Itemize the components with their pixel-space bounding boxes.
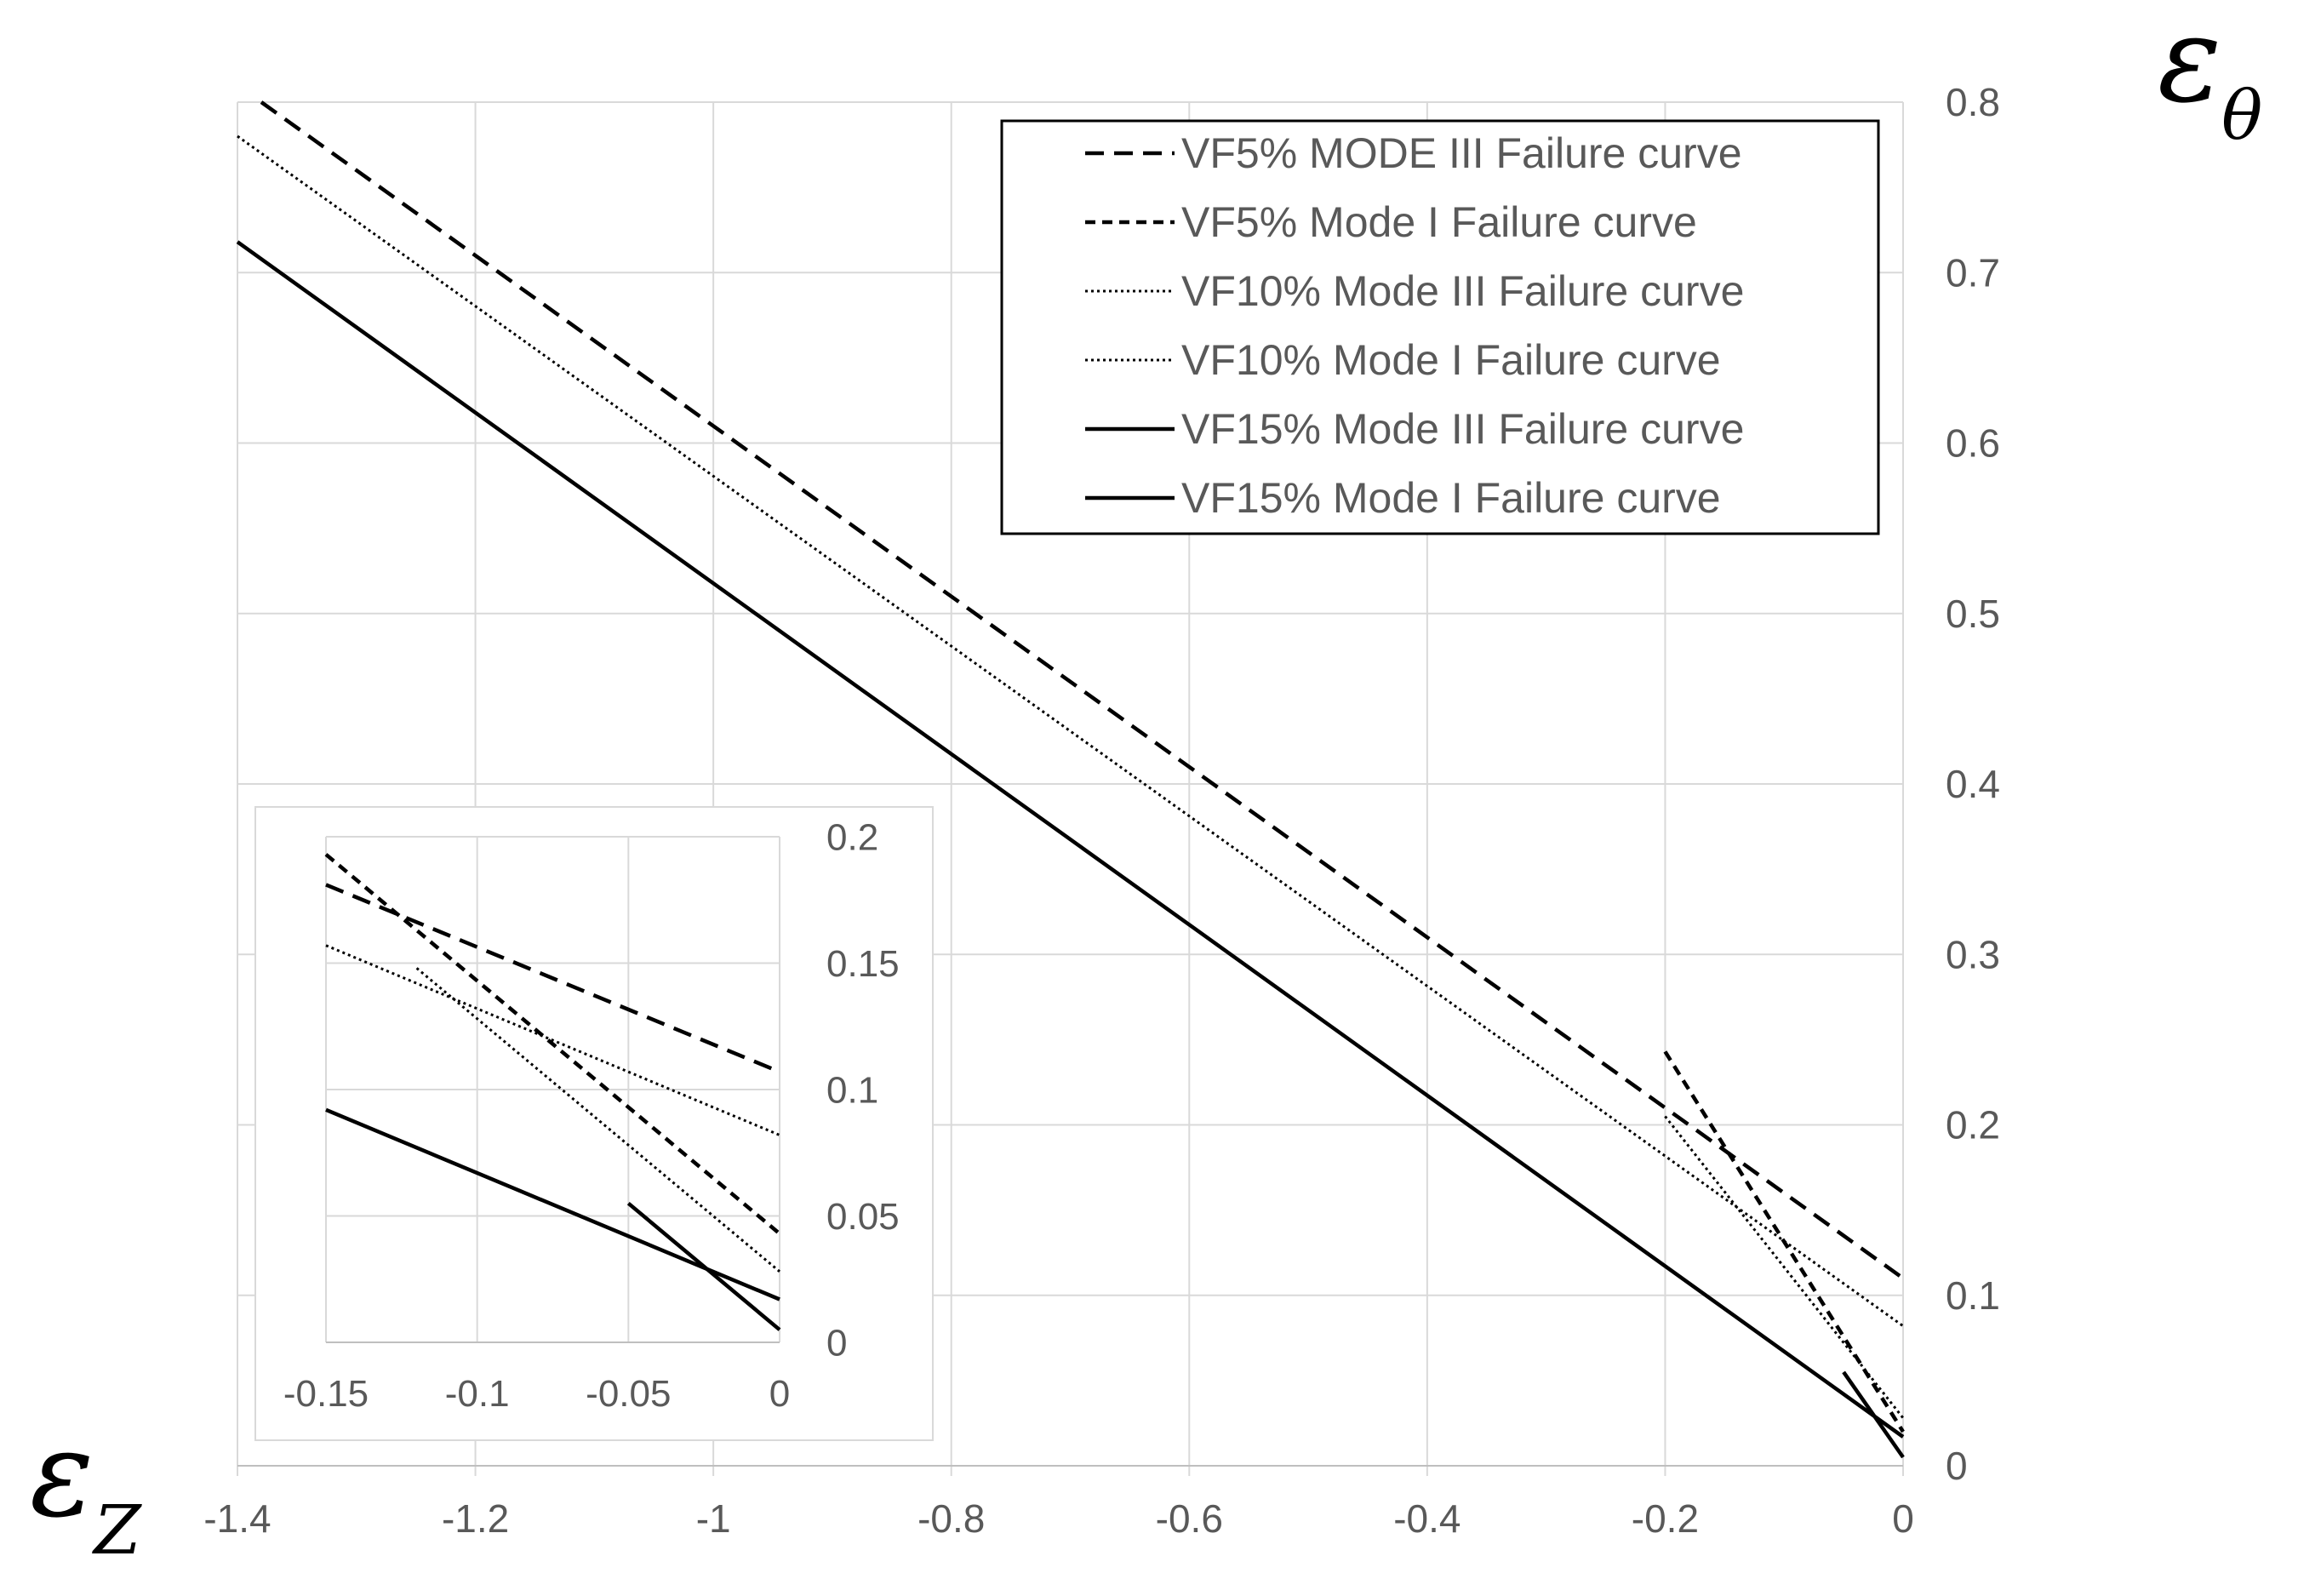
inset-y-tick-label: 0.15: [826, 943, 900, 985]
legend-box: [1000, 119, 1880, 535]
main-y-tick-label: 0.1: [1946, 1273, 2000, 1318]
main-x-tick-label: -0.8: [917, 1496, 985, 1541]
main-x-tick-label: -1.2: [442, 1496, 509, 1541]
inset-panel: [254, 806, 934, 1441]
legend-label-vf10-mode-i-failure-curve: VF10% Mode I Failure curve: [1181, 336, 1721, 384]
main-series-vf15-mode-i-failure-curve: [1842, 1370, 1905, 1459]
main-x-tick-label: -0.4: [1393, 1496, 1461, 1541]
main-series-lines: [236, 100, 1905, 1459]
x-axis-label: εZ: [30, 1405, 142, 1570]
main-x-tick-label: -0.2: [1632, 1496, 1699, 1541]
legend: VF5% MODE III Failure curve VF5% Mode I F…: [1085, 129, 1744, 522]
inset-y-tick-label: 0: [826, 1322, 847, 1364]
y-axis-symbol: ε: [2158, 0, 2221, 129]
main-x-tick-label: -0.6: [1156, 1496, 1223, 1541]
inset-series-lines: [324, 853, 781, 1331]
main-series-vf15-mode-iii-failure-curve: [236, 240, 1905, 1439]
main-x-tick-labels: -1.4 -1.2 -1 -0.8 -0.6 -0.4 -0.2 0: [203, 1496, 1913, 1541]
inset-x-tick-label: -0.05: [586, 1373, 671, 1415]
y-axis-subscript: θ: [2221, 76, 2262, 155]
main-x-tick-label: -1.4: [203, 1496, 271, 1541]
main-series-vf10-mode-i-failure-curve: [1664, 1115, 1905, 1419]
inset-y-tick-label: 0.2: [826, 816, 878, 858]
inset-y-tick-labels: 0 0.05 0.1 0.15 0.2: [826, 816, 900, 1364]
inset-x-tick-label: -0.1: [445, 1373, 510, 1415]
main-y-tick-label: 0.7: [1946, 250, 2000, 295]
main-x-tick-label: 0: [1892, 1496, 1914, 1541]
inset-series-vf5-mode-i-failure-curve: [324, 853, 781, 1236]
inset-y-tick-label: 0.05: [826, 1196, 900, 1238]
x-axis-subscript: Z: [91, 1490, 142, 1570]
main-series-vf10-mode-iii-failure-curve: [237, 134, 1904, 1328]
main-y-tick-label: 0.6: [1946, 421, 2000, 466]
inset-x-tick-labels: -0.15 -0.1 -0.05 0: [283, 1373, 790, 1415]
main-y-tick-label: 0.3: [1946, 932, 2000, 976]
inset-y-tick-label: 0.1: [826, 1069, 878, 1111]
x-axis-symbol: ε: [30, 1405, 94, 1544]
main-y-tick-label: 0: [1946, 1444, 1968, 1488]
inset-series-vf10-mode-iii-failure-curve: [325, 944, 780, 1136]
main-y-tick-labels: 0 0.1 0.2 0.3 0.4 0.5 0.6 0.7 0.8: [1946, 80, 2000, 1488]
legend-label-vf10-mode-iii-failure-curve: VF10% Mode III Failure curve: [1181, 267, 1744, 315]
inset-series-vf5-mode-iii-failure-curve: [325, 883, 780, 1074]
main-y-tick-label: 0.4: [1946, 762, 2000, 806]
inset-x-tick-label: 0: [769, 1373, 790, 1415]
main-series-vf5-mode-iii-failure-curve: [260, 100, 1905, 1280]
main-x-tick-label: -1: [696, 1496, 731, 1541]
legend-label-vf5-mode-i-failure-curve: VF5% Mode I Failure curve: [1181, 198, 1697, 246]
legend-label-vf15-mode-i-failure-curve: VF15% Mode I Failure curve: [1181, 474, 1721, 522]
legend-label-vf5-mode-iii-failure-curve: VF5% MODE III Failure curve: [1181, 129, 1742, 177]
legend-label-vf15-mode-iii-failure-curve: VF15% Mode III Failure curve: [1181, 405, 1744, 453]
inset-grid: [325, 836, 780, 1343]
main-y-tick-label: 0.5: [1946, 592, 2000, 636]
inset-series-vf15-mode-i-failure-curve: [626, 1201, 781, 1331]
inset-series-vf10-mode-i-failure-curve: [415, 967, 780, 1273]
y-axis-label: εθ: [2158, 0, 2262, 155]
main-y-tick-label: 0.2: [1946, 1103, 2000, 1147]
main-y-tick-label: 0.8: [1946, 80, 2000, 124]
inset-x-tick-label: -0.15: [283, 1373, 369, 1415]
